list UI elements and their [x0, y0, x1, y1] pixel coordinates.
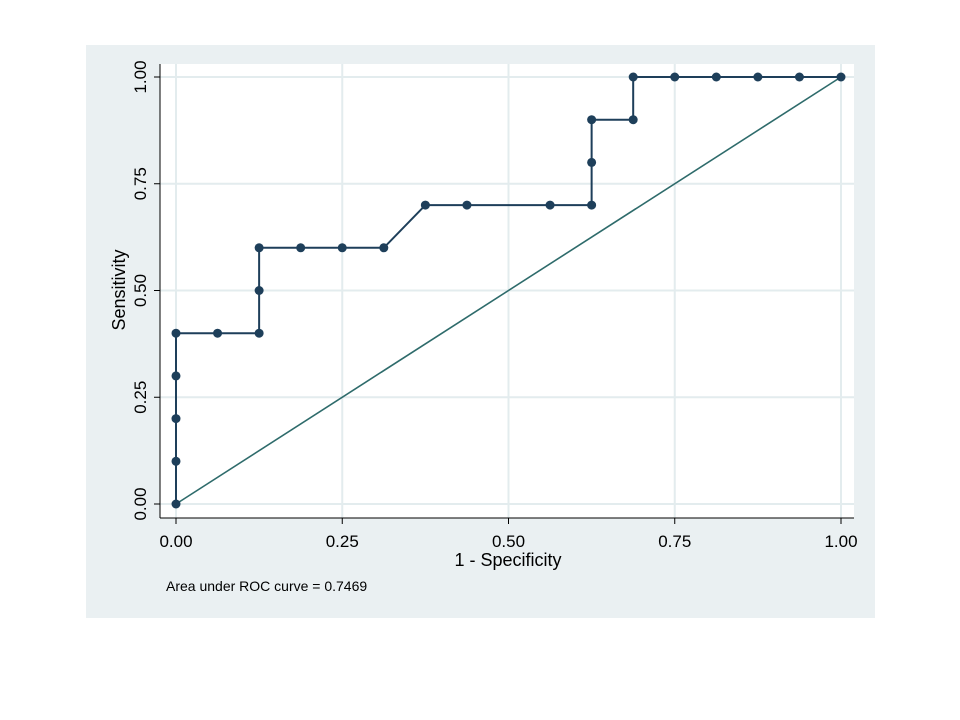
- y-tick-label: 0.75: [131, 167, 150, 200]
- x-tick-label: 1.00: [824, 532, 857, 551]
- roc-point: [420, 200, 430, 210]
- y-tick-label: 0.25: [131, 381, 150, 414]
- roc-point: [711, 72, 721, 82]
- grid-lines: [160, 64, 854, 518]
- x-tick-label: 0.75: [658, 532, 691, 551]
- roc-markers: [171, 72, 846, 509]
- roc-point: [171, 371, 181, 381]
- y-tick-label: 0.50: [131, 274, 150, 307]
- roc-point: [171, 414, 181, 424]
- y-tick-labels: 0.00 0.25 0.50 0.75 1.00: [131, 60, 150, 520]
- roc-point: [254, 328, 264, 338]
- roc-point: [753, 72, 763, 82]
- roc-point: [587, 115, 597, 125]
- roc-point: [794, 72, 804, 82]
- roc-point: [628, 72, 638, 82]
- roc-point: [836, 72, 846, 82]
- roc-point: [213, 328, 223, 338]
- roc-point: [628, 115, 638, 125]
- x-tick-label: 0.00: [159, 532, 192, 551]
- roc-point: [254, 243, 264, 253]
- axes: [154, 64, 854, 524]
- roc-point: [587, 157, 597, 167]
- roc-point: [171, 499, 181, 509]
- auc-note: Area under ROC curve = 0.7469: [166, 578, 367, 594]
- roc-point: [587, 200, 597, 210]
- roc-point: [296, 243, 306, 253]
- x-tick-label: 0.50: [492, 532, 525, 551]
- roc-point: [670, 72, 680, 82]
- roc-point: [171, 328, 181, 338]
- x-tick-labels: 0.00 0.25 0.50 0.75 1.00: [159, 532, 857, 551]
- x-tick-label: 0.25: [326, 532, 359, 551]
- y-tick-label: 0.00: [131, 487, 150, 520]
- reference-line: [175, 76, 842, 505]
- roc-point: [337, 243, 347, 253]
- reference-diagonal: [175, 76, 842, 505]
- roc-point: [545, 200, 555, 210]
- roc-point: [462, 200, 472, 210]
- roc-point: [171, 456, 181, 466]
- roc-point: [254, 286, 264, 295]
- x-axis-title: 1 - Specificity: [454, 550, 561, 570]
- y-tick-label: 1.00: [131, 60, 150, 93]
- y-axis-title: Sensitivity: [109, 249, 129, 330]
- roc-point: [379, 243, 389, 253]
